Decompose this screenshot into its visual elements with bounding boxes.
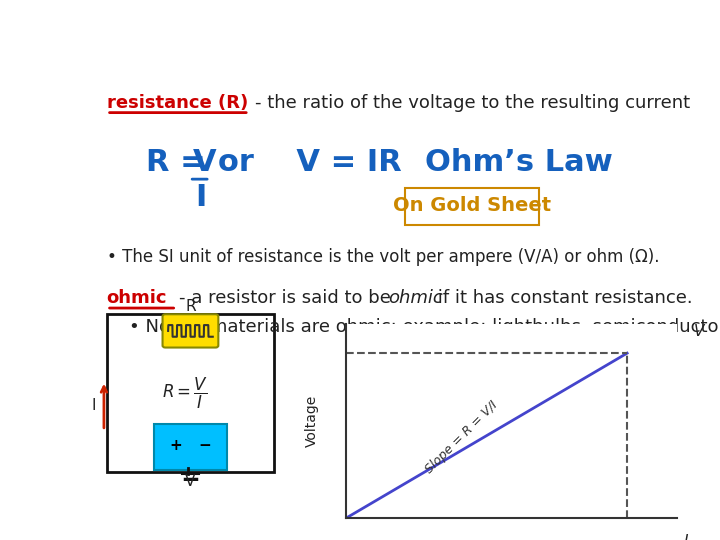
Text: ohmic: ohmic xyxy=(389,289,444,307)
Text: resistance (R): resistance (R) xyxy=(107,94,248,112)
Text: Ohm’s Law: Ohm’s Law xyxy=(425,148,613,177)
Text: $R = \dfrac{V}{I}$: $R = \dfrac{V}{I}$ xyxy=(162,376,208,411)
Text: - the ratio of the voltage to the resulting current: - the ratio of the voltage to the result… xyxy=(255,94,690,112)
Text: - a resistor is said to be: - a resistor is said to be xyxy=(179,289,397,307)
Text: if it has constant resistance.: if it has constant resistance. xyxy=(432,289,693,307)
FancyBboxPatch shape xyxy=(405,188,539,225)
Text: • The SI unit of resistance is the volt per ampere (V/A) or ohm (Ω).: • The SI unit of resistance is the volt … xyxy=(107,248,660,266)
FancyBboxPatch shape xyxy=(154,424,227,470)
Text: −: − xyxy=(199,438,212,453)
Text: or    V = IR: or V = IR xyxy=(218,148,402,177)
FancyBboxPatch shape xyxy=(163,314,218,348)
Text: V: V xyxy=(693,324,703,339)
Text: R =: R = xyxy=(145,148,216,177)
Text: +: + xyxy=(169,438,182,453)
Text: V: V xyxy=(193,148,217,177)
Text: On Gold Sheet: On Gold Sheet xyxy=(393,196,552,215)
Text: Slope = R = V/I: Slope = R = V/I xyxy=(423,398,500,476)
Text: V: V xyxy=(185,474,196,489)
Text: ohmic: ohmic xyxy=(107,289,167,307)
Text: R: R xyxy=(185,299,196,314)
Text: I: I xyxy=(91,399,96,413)
Text: I: I xyxy=(195,183,206,212)
Text: I: I xyxy=(683,534,688,540)
Text: • Not all materials are ohmic: example: lightbulbs, semiconductors: • Not all materials are ohmic: example: … xyxy=(129,319,720,336)
Text: Voltage: Voltage xyxy=(305,395,319,447)
